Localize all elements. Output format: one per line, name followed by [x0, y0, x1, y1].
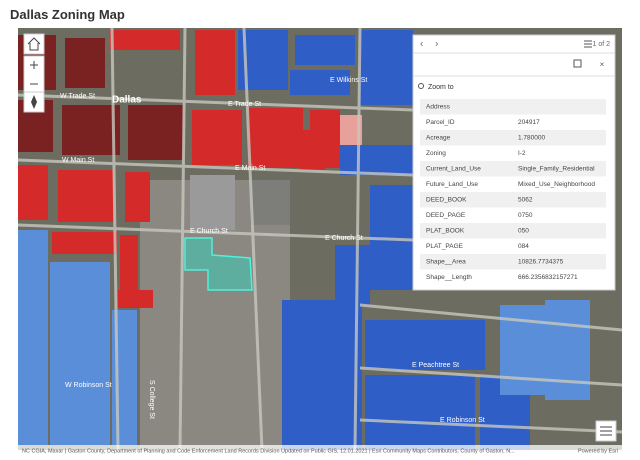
row-bg	[420, 161, 606, 177]
street-label: W Robinson St	[65, 382, 112, 389]
street-label: E Peachtree St	[412, 362, 459, 369]
zoom-icons	[30, 61, 38, 85]
legend-icon	[600, 426, 612, 436]
close-button[interactable]: ×	[600, 60, 605, 69]
street-label: W Main St	[62, 157, 94, 164]
zone-blue	[238, 30, 530, 450]
row-bg	[420, 114, 606, 130]
street-label: E Church St	[325, 235, 363, 242]
field-name: Acreage	[426, 135, 451, 142]
field-value: Mixed_Use_Neighborhood	[518, 181, 595, 188]
row-bg	[420, 269, 606, 285]
zone-red	[18, 30, 340, 308]
field-value: I-2	[518, 150, 526, 157]
street-label: E Trade St	[228, 101, 261, 108]
field-value: 050	[518, 228, 529, 235]
field-name: Parcel_ID	[426, 119, 455, 126]
row-bg	[420, 192, 606, 208]
field-name: DEED_PAGE	[426, 212, 466, 219]
field-value: 1.780000	[518, 135, 545, 142]
roads	[17, 27, 623, 451]
field-name: Future_Land_Use	[426, 181, 478, 188]
field-value: 0750	[518, 212, 533, 219]
field-name: PLAT_PAGE	[426, 243, 464, 250]
powered-by: Powered by Esri	[578, 448, 618, 454]
row-bg	[420, 207, 606, 223]
street-label: E Main St	[235, 165, 265, 172]
street-label: E Wilkins St	[330, 77, 367, 84]
field-value: 666.2356832157271	[518, 274, 578, 281]
app-title: Dallas Zoning Map	[10, 7, 125, 22]
building	[190, 175, 235, 230]
field-name: Shape__Length	[426, 274, 472, 281]
row-bg	[420, 145, 606, 161]
zoom-icon	[418, 83, 424, 89]
street-label: W Trade St	[60, 93, 95, 100]
next-button[interactable]: ›	[435, 39, 438, 50]
row-bg	[420, 238, 606, 254]
attribution-bar	[18, 445, 622, 457]
home-button[interactable]	[23, 33, 45, 55]
row-bg	[420, 176, 606, 192]
field-name: Zoning	[426, 150, 446, 157]
row-bg	[420, 130, 606, 146]
field-name: PLAT_BOOK	[426, 228, 465, 235]
street-label: Dallas	[112, 95, 142, 106]
zoom-to[interactable]: Zoom to	[428, 84, 454, 91]
popup: ‹ › 1 of 2 × Zoom to Address Parcel_ID 204…	[412, 34, 616, 291]
field-name: Address	[426, 104, 451, 111]
field-name: Current_Land_Use	[426, 166, 481, 173]
field-value: Single_Family_Residential	[518, 166, 595, 173]
field-value: 5062	[518, 197, 533, 204]
street-label: E Robinson St	[440, 417, 485, 424]
pager: 1 of 2	[592, 41, 610, 48]
field-value: 204917	[518, 119, 540, 126]
row-bg	[420, 223, 606, 239]
attribution: NC CGIA, Maxar | Gaston County, Departme…	[22, 448, 515, 454]
list-icon[interactable]	[584, 40, 592, 48]
field-value: 084	[518, 243, 529, 250]
row-bg	[420, 99, 606, 115]
street-label: S College St	[148, 380, 155, 419]
map-controls	[23, 33, 617, 442]
prev-button[interactable]: ‹	[420, 39, 423, 50]
field-name: Shape__Area	[426, 259, 466, 266]
compass-icon	[31, 95, 37, 109]
street-label: E Church St	[190, 228, 228, 235]
building	[250, 180, 290, 225]
selected-parcel[interactable]	[184, 237, 253, 291]
row-bg	[420, 254, 606, 270]
zone-pink	[340, 115, 362, 145]
field-value: 10826.7734375	[518, 259, 564, 266]
dock-button[interactable]	[573, 59, 582, 68]
field-name: DEED_BOOK	[426, 197, 467, 204]
home-icon	[27, 37, 41, 51]
